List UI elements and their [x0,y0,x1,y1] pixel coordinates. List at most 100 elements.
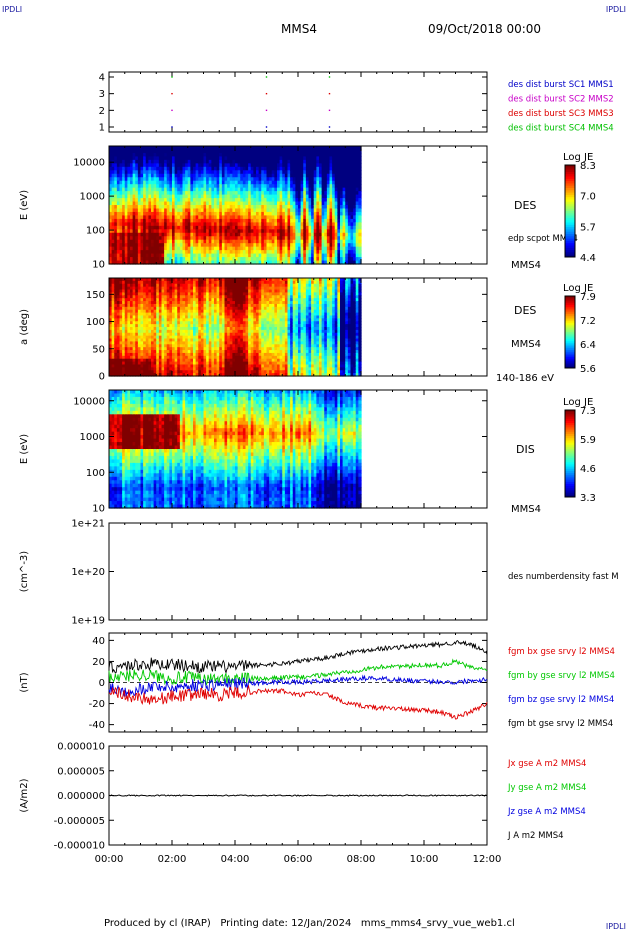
spectrogram-cell [109,289,113,294]
spectrogram-cell [179,344,184,348]
spectrogram-cell [305,243,310,248]
spectrogram-cell [185,335,189,340]
spectrogram-cell [282,253,286,258]
spectrogram-cell [153,318,157,322]
spectrogram-cell [355,211,359,217]
spectrogram-cell [190,239,194,244]
spectrogram-cell [148,246,152,251]
spectrogram-cell [169,338,173,343]
spectrogram-cell [119,341,123,345]
spectrogram-cell [190,173,194,178]
spectrogram-cell [298,149,302,154]
spectrogram-cell [253,152,257,158]
spectrogram-cell [132,352,136,357]
spectrogram-cell [143,303,147,308]
spectrogram-cell [174,298,178,302]
spectrogram-cell [132,146,136,151]
spectrogram-cell [321,253,325,258]
spectrogram-cell [124,239,128,244]
spectrogram-cell [122,166,126,171]
spectrogram-cell [261,163,265,168]
spectrogram-cell [211,191,215,196]
spectrogram-cell [337,225,341,230]
spectrogram-cell [195,246,199,251]
spectrogram-cell [124,173,128,178]
spectrogram-cell [355,205,359,210]
spectrogram-cell [140,318,144,322]
spectrogram-cell [135,324,139,328]
spectrogram-cell [200,283,205,288]
spectrogram-cell [295,177,299,182]
spectrogram-cell [140,312,144,317]
spectrogram-cell [137,306,142,311]
spectrogram-cell [114,327,118,331]
spectrogram-cell [345,229,349,234]
spectrogram-cell [153,215,157,220]
spectrogram-cell [198,152,202,158]
spectrogram-cell [332,173,336,178]
spectrogram-cell [153,358,157,363]
spectrogram-cell [151,236,155,241]
spectrogram-cell [127,352,131,357]
spectrogram-cell [300,170,304,175]
spectrogram-cell [211,149,215,154]
spectrogram-cell [208,298,212,302]
spectrogram-cell [261,236,265,241]
spectrogram-cell [221,289,226,294]
spectrogram-cell [182,370,186,374]
spectrogram-cell [148,347,152,351]
spectrogram-cell [135,298,139,302]
spectrogram-cell [284,205,289,210]
spectrogram-cell [219,373,223,377]
spectrogram-cell [169,170,173,175]
spectrogram-cell [151,173,155,178]
spectrogram-cell [216,152,220,158]
spectrogram-cell [151,278,155,282]
spectrogram-cell [132,367,136,371]
spectrogram-cell [140,321,144,325]
spectrogram-cell [161,250,165,255]
spectrogram-cell [263,260,268,265]
spectrogram-cell [124,149,128,154]
spectrogram-cell [290,146,294,151]
spectrogram-cell [153,335,157,340]
spectrogram-cell [182,232,186,237]
spectrogram-cell [153,180,157,185]
spectrogram-cell [137,315,142,319]
spectrogram-cell [232,191,236,196]
spectrogram-cell [137,355,142,360]
spectrogram-cell [216,280,220,285]
spectrogram-cell [111,278,115,282]
spectrogram-cell [127,303,131,308]
spectrogram-cell [211,347,215,351]
spectrogram-cell [198,338,202,343]
spectrogram-cell [135,257,139,262]
spectrogram-cell [274,163,278,168]
spectrogram-cell [195,166,199,171]
spectrogram-cell [137,327,142,331]
spectrogram-cell [300,156,304,161]
spectrogram-cell [177,229,181,234]
spectrogram-cell [319,187,323,192]
spectrogram-cell [148,361,152,366]
spectrogram-cell [206,312,210,317]
spectrogram-cell [316,163,320,168]
spectrogram-cell [269,215,273,220]
spectrogram-cell [109,298,113,302]
spectrogram-cell [266,205,270,210]
spectrogram-cell [311,229,315,234]
spectrogram-cell [342,211,346,217]
spectrogram-cell [190,250,194,255]
spectrogram-cell [124,364,128,368]
spectrogram-cell [311,170,315,175]
spectrogram-cell [248,246,252,251]
spectrogram-cell [109,215,113,220]
spectrogram-cell [248,232,252,237]
spectrogram-cell [224,303,228,308]
spectrogram-cell [303,250,307,255]
spectrogram-cell [164,309,168,314]
spectrogram-cell [179,312,184,317]
spectrogram-cell [156,218,160,223]
spectrogram-cell [143,373,147,377]
spectrogram-cell [153,229,157,234]
